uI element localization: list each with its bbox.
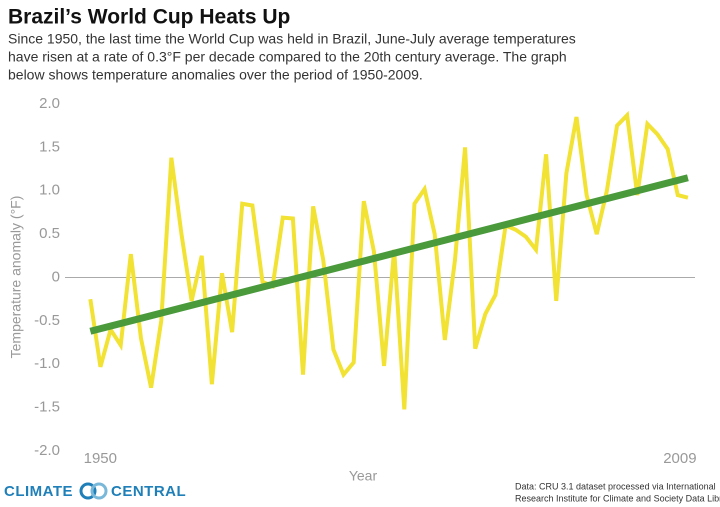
y-tick-label: 0.5	[39, 225, 60, 242]
logo-icon	[79, 482, 108, 500]
subtitle: have risen at a rate of 0.3°F per decade…	[8, 49, 567, 65]
data-line	[88, 110, 689, 410]
y-tick-label: 2.0	[39, 95, 60, 112]
y-tick-label: -2.0	[34, 442, 60, 459]
y-tick-label: 1.5	[39, 138, 60, 155]
y-tick-label: -1.0	[34, 355, 60, 372]
source-note: Data: CRU 3.1 dataset processed via Inte…	[515, 481, 716, 491]
chart-title: Brazil’s World Cup Heats Up	[8, 6, 290, 29]
trend-line	[89, 174, 689, 335]
logo-text: CLIMATE	[4, 483, 73, 500]
source-note: Research Institute for Climate and Socie…	[515, 493, 720, 503]
logo-text: CENTRAL	[111, 483, 186, 500]
y-tick-label: 0	[52, 268, 60, 285]
x-axis-label: Year	[349, 468, 378, 484]
y-tick-label: -1.5	[34, 399, 60, 416]
y-axis-label: Temperature anomaly (°F)	[8, 196, 24, 359]
subtitle: Since 1950, the last time the World Cup …	[8, 31, 576, 47]
subtitle: below shows temperature anomalies over t…	[8, 67, 423, 83]
x-tick-label: 1950	[84, 450, 117, 467]
y-tick-label: 1.0	[39, 182, 60, 199]
y-tick-label: -0.5	[34, 312, 60, 329]
x-tick-label: 2009	[663, 450, 696, 467]
